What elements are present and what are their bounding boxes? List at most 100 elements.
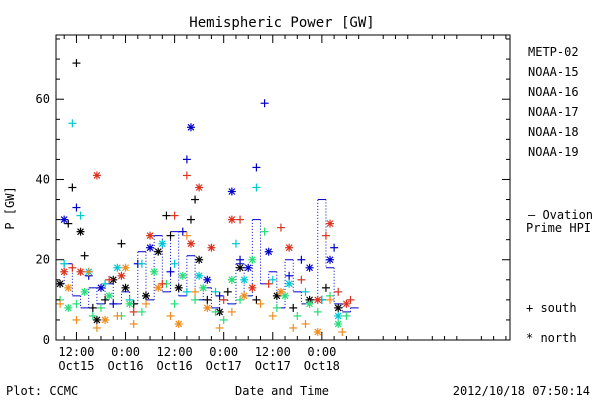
- legend-noaa-15: NOAA-15: [528, 65, 579, 79]
- noaa-15-south-point: [182, 155, 191, 164]
- noaa-16-north-point: [113, 263, 122, 272]
- noaa-15-south-point: [330, 243, 339, 252]
- noaa-16-south-point: [268, 275, 277, 284]
- noaa-17-south-point: [88, 311, 97, 320]
- metp-02-north-point: [195, 255, 204, 264]
- noaa-17-south-point: [260, 227, 269, 236]
- noaa-15-north-point: [186, 123, 195, 132]
- x-axis-label: Date and Time: [235, 384, 329, 398]
- noaa-18-south-point: [289, 323, 298, 332]
- metp-02-south-point: [252, 295, 261, 304]
- metp-02-south-point: [117, 239, 126, 248]
- metp-02-south-point: [162, 211, 171, 220]
- noaa-18-south-point: [326, 295, 335, 304]
- noaa-15-south-point: [215, 291, 224, 300]
- noaa-15-south-point: [236, 255, 245, 264]
- noaa-19-north-point: [195, 183, 204, 192]
- metp-02-south-point: [191, 195, 200, 204]
- satellite-data-points: [56, 59, 355, 336]
- noaa-17-south-point: [236, 295, 245, 304]
- noaa-18-south-point: [256, 299, 265, 308]
- noaa-17-north-point: [248, 255, 257, 264]
- noaa-17-south-point: [170, 299, 179, 308]
- noaa-19-south-point: [236, 215, 245, 224]
- noaa-18-south-point: [141, 299, 150, 308]
- legend-noaa-16: NOAA-16: [528, 85, 579, 99]
- noaa-17-north-point: [80, 287, 89, 296]
- noaa-17-south-point: [219, 315, 228, 324]
- noaa-17-south-point: [272, 303, 281, 312]
- noaa-15-south-point: [285, 271, 294, 280]
- noaa-19-south-point: [182, 171, 191, 180]
- noaa-16-south-point: [252, 183, 261, 192]
- noaa-15-south-point: [109, 299, 118, 308]
- noaa-15-north-point: [305, 263, 314, 272]
- noaa-18-south-point: [129, 319, 138, 328]
- y-tick-label: 20: [36, 253, 50, 267]
- footer-plot-credit: Plot: CCMC: [6, 384, 78, 398]
- metp-02-south-point: [68, 183, 77, 192]
- y-tick-label: 60: [36, 92, 50, 106]
- noaa-15-north-point: [227, 187, 236, 196]
- x-tick-time-label: 12:00: [58, 345, 94, 359]
- noaa-18-south-point: [227, 307, 236, 316]
- x-tick-time-label: 0:00: [307, 345, 336, 359]
- noaa-18-south-point: [56, 299, 65, 308]
- noaa-16-south-point: [101, 279, 110, 288]
- noaa-15-north-point: [146, 243, 155, 252]
- noaa-19-north-point: [342, 299, 351, 308]
- noaa-17-south-point: [96, 303, 105, 312]
- noaa-17-south-point: [72, 299, 81, 308]
- noaa-16-south-point: [182, 287, 191, 296]
- noaa-15-south-point: [297, 255, 306, 264]
- chart-title: Hemispheric Power [GW]: [189, 15, 374, 31]
- series-legend: METP-02 NOAA-15 NOAA-16 NOAA-17 NOAA-18 NOAA-…: [526, 45, 593, 345]
- x-tick-time-label: 0:00: [111, 345, 140, 359]
- noaa-16-north-point: [195, 271, 204, 280]
- x-tick-time-label: 12:00: [157, 345, 193, 359]
- noaa-18-north-point: [101, 315, 110, 324]
- noaa-16-south-point: [68, 119, 77, 128]
- footer-timestamp: 2012/10/18 07:50:14: [453, 384, 590, 398]
- metp-02-south-point: [203, 295, 212, 304]
- noaa-18-north-point: [64, 283, 73, 292]
- metp-02-south-point: [72, 59, 81, 68]
- metp-02-north-point: [92, 315, 101, 324]
- noaa-19-north-point: [76, 267, 85, 276]
- noaa-19-north-point: [92, 171, 101, 180]
- noaa-19-south-point: [129, 307, 138, 316]
- noaa-19-south-point: [346, 295, 355, 304]
- noaa-15-north-point: [96, 283, 105, 292]
- noaa-19-north-point: [285, 243, 294, 252]
- x-tick-date-label: Oct17: [255, 359, 291, 373]
- noaa-18-north-point: [174, 319, 183, 328]
- noaa-18-north-point: [154, 283, 163, 292]
- noaa-19-north-point: [207, 243, 216, 252]
- noaa-19-north-point: [117, 271, 126, 280]
- noaa-15-south-point: [166, 267, 175, 276]
- noaa-16-south-point: [170, 259, 179, 268]
- noaa-15-north-point: [203, 275, 212, 284]
- noaa-16-south-point: [60, 259, 69, 268]
- noaa-18-north-point: [121, 263, 130, 272]
- noaa-18-south-point: [182, 231, 191, 240]
- noaa-17-north-point: [334, 319, 343, 328]
- noaa-17-south-point: [342, 311, 351, 320]
- y-tick-label: 0: [43, 333, 50, 347]
- noaa-17-south-point: [137, 307, 146, 316]
- noaa-19-south-point: [321, 231, 330, 240]
- legend-noaa-17: NOAA-17: [528, 105, 579, 119]
- noaa-18-south-point: [268, 311, 277, 320]
- noaa-19-south-point: [158, 279, 167, 288]
- noaa-16-south-point: [231, 239, 240, 248]
- legend-marker-south: + south: [526, 301, 577, 315]
- noaa-15-north-point: [326, 255, 335, 264]
- metp-02-north-point: [215, 307, 224, 316]
- noaa-15-south-point: [178, 227, 187, 236]
- metp-02-south-point: [289, 303, 298, 312]
- noaa-18-south-point: [113, 311, 122, 320]
- noaa-15-north-point: [244, 263, 253, 272]
- noaa-16-south-point: [137, 259, 146, 268]
- noaa-18-south-point: [84, 267, 93, 276]
